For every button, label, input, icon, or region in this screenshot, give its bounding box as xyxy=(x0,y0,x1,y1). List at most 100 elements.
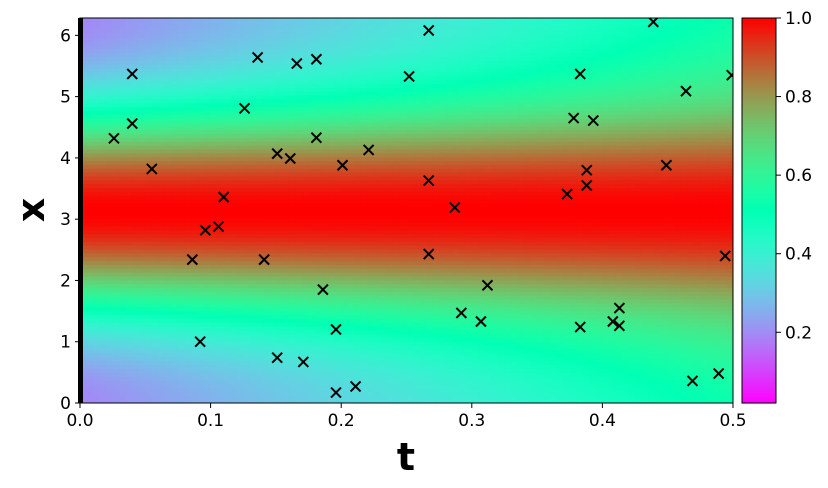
heatmap-cell xyxy=(177,198,186,204)
heatmap-cell xyxy=(380,164,388,169)
heatmap-cell xyxy=(321,326,329,331)
heatmap-cell xyxy=(112,283,120,289)
heatmap-cell xyxy=(393,299,401,304)
heatmap-cell xyxy=(177,302,186,308)
heatmap-cell xyxy=(184,133,192,138)
heatmap-cell xyxy=(347,383,355,389)
heatmap-cell xyxy=(380,18,388,23)
heatmap-cell xyxy=(373,179,381,185)
heatmap-cell xyxy=(334,399,342,403)
heatmap-cell xyxy=(184,356,192,362)
heatmap-cell xyxy=(249,387,257,393)
heatmap-cell xyxy=(360,41,368,46)
heatmap-cell xyxy=(164,168,173,173)
heatmap-cell xyxy=(132,252,140,258)
heatmap-cell xyxy=(236,345,244,350)
heatmap-cell xyxy=(112,329,120,335)
heatmap-cell xyxy=(243,279,251,285)
heatmap-cell xyxy=(217,372,225,377)
heatmap-cell xyxy=(302,256,310,262)
heatmap-cell xyxy=(177,25,186,31)
heatmap-cell xyxy=(125,356,133,362)
heatmap-cell xyxy=(171,376,179,381)
heatmap-cell xyxy=(249,306,257,312)
heatmap-cell xyxy=(125,137,133,142)
heatmap-cell xyxy=(282,75,290,81)
heatmap-cell xyxy=(177,21,186,27)
heatmap-cell xyxy=(341,283,349,289)
heatmap-cell xyxy=(269,29,277,34)
heatmap-cell xyxy=(158,64,166,69)
heatmap-cell xyxy=(308,272,316,277)
heatmap-cell xyxy=(125,160,133,165)
heatmap-cell xyxy=(386,337,395,342)
heatmap-cell xyxy=(158,206,166,212)
heatmap-cell xyxy=(269,41,277,46)
heatmap-cell xyxy=(138,56,146,61)
heatmap-cell xyxy=(132,60,140,65)
heatmap-cell xyxy=(262,121,270,127)
heatmap-cell xyxy=(256,195,264,200)
heatmap-cell xyxy=(302,198,310,204)
heatmap-cell xyxy=(295,56,303,61)
heatmap-cell xyxy=(171,395,179,400)
heatmap-cell xyxy=(328,229,336,235)
heatmap-cell xyxy=(308,306,316,312)
heatmap-cell xyxy=(99,383,107,389)
heatmap-cell xyxy=(249,95,257,100)
heatmap-cell xyxy=(191,376,199,381)
heatmap-cell xyxy=(151,183,159,188)
heatmap-cell xyxy=(184,129,192,135)
heatmap-cell xyxy=(249,249,257,254)
heatmap-cell xyxy=(138,48,146,54)
heatmap-cell xyxy=(367,95,375,100)
heatmap-cell xyxy=(243,222,251,227)
heatmap-cell xyxy=(80,206,88,212)
heatmap-cell xyxy=(217,291,225,296)
heatmap-cell xyxy=(125,33,133,38)
heatmap-cell xyxy=(328,64,336,69)
heatmap-cell xyxy=(223,245,231,250)
heatmap-cell xyxy=(86,168,94,173)
heatmap-cell xyxy=(269,195,277,200)
heatmap-cell xyxy=(315,129,323,135)
heatmap-cell xyxy=(347,18,355,23)
heatmap-cell xyxy=(360,18,368,23)
heatmap-cell xyxy=(399,376,408,381)
heatmap-cell xyxy=(223,295,231,300)
heatmap-cell xyxy=(341,287,349,292)
heatmap-cell xyxy=(177,210,186,215)
heatmap-cell xyxy=(204,237,212,242)
heatmap-cell xyxy=(99,245,107,250)
heatmap-cell xyxy=(204,95,212,100)
heatmap-cell xyxy=(321,287,329,292)
heatmap-cell xyxy=(295,68,303,73)
heatmap-cell xyxy=(302,387,310,393)
heatmap-cell xyxy=(197,229,205,235)
heatmap-cell xyxy=(177,275,186,281)
heatmap-cell xyxy=(399,379,408,385)
heatmap-cell xyxy=(184,349,192,354)
heatmap-cell xyxy=(243,272,251,277)
heatmap-cell xyxy=(354,218,362,223)
heatmap-cell xyxy=(164,25,173,31)
heatmap-cell xyxy=(210,164,218,169)
heatmap-cell xyxy=(315,114,323,119)
heatmap-cell xyxy=(334,360,342,366)
heatmap-cell xyxy=(177,18,186,23)
heatmap-cell xyxy=(249,129,257,135)
heatmap-cell xyxy=(204,52,212,58)
heatmap-cell xyxy=(256,310,264,316)
heatmap-cell xyxy=(210,114,218,119)
heatmap-cell xyxy=(302,56,310,61)
heatmap-cell xyxy=(282,129,290,135)
heatmap-cell xyxy=(341,245,349,250)
heatmap-cell xyxy=(282,229,290,235)
heatmap-cell xyxy=(164,341,173,346)
heatmap-cell xyxy=(308,356,316,362)
heatmap-cell xyxy=(184,299,192,304)
heatmap-cell xyxy=(275,137,284,142)
heatmap-cell xyxy=(80,256,88,262)
heatmap-cell xyxy=(256,372,264,377)
heatmap-cell xyxy=(269,245,277,250)
